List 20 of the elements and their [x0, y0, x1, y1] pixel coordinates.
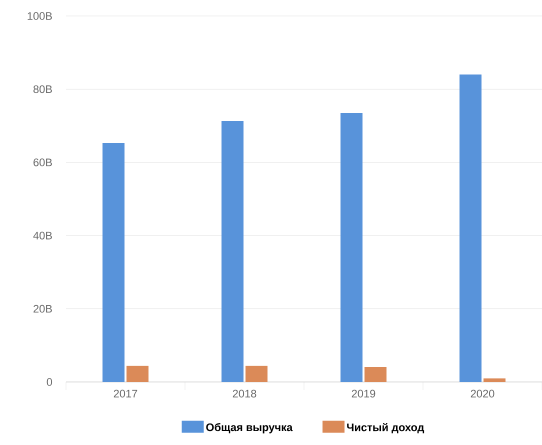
x-tick-label: 2017: [114, 390, 138, 398]
y-tick-label: 80B: [33, 85, 52, 94]
y-tick-label: 0: [46, 378, 52, 386]
y-tick-label: 40B: [33, 232, 52, 240]
bar: [340, 112, 363, 382]
legend-label: Общая выручка: [206, 423, 293, 434]
y-tick-label: 60B: [34, 158, 52, 166]
bar: [460, 74, 482, 382]
legend-label: Чистый доход: [347, 422, 424, 434]
bar: [102, 142, 125, 382]
y-tick-label: 100B: [28, 12, 52, 20]
y-tick-label: 20B: [34, 304, 52, 313]
bar: [246, 366, 268, 382]
bar: [484, 378, 506, 382]
bar: [364, 366, 387, 382]
x-tick-label: 2020: [470, 390, 494, 398]
x-tick-label: 2019: [352, 390, 376, 398]
x-tick-label: 2018: [232, 390, 256, 398]
bar: [222, 121, 244, 382]
bar: [126, 366, 149, 382]
